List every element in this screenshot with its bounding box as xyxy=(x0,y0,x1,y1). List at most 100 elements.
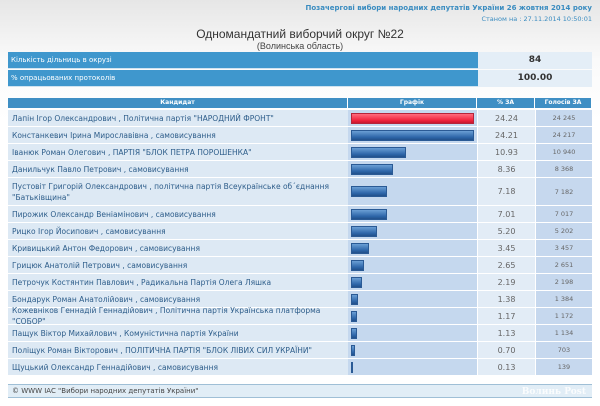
chart-cell xyxy=(348,257,477,273)
vote-bar xyxy=(351,294,358,305)
chart-cell xyxy=(348,359,477,375)
votes-cell: 1 384 xyxy=(535,291,592,307)
chart-cell xyxy=(348,178,477,205)
copyright-text: © WWW IAC "Вибори народних депутатів Укр… xyxy=(12,387,199,395)
table-row: Іванюк Роман Олегович , ПАРТІЯ "БЛОК ПЕТ… xyxy=(8,144,592,161)
table-header: Кандидат Графік % ЗА Голосів ЗА xyxy=(8,98,592,108)
vote-bar xyxy=(351,362,353,373)
status-timestamp: Станом на : 27.11.2014 10:50:01 xyxy=(481,15,592,23)
vote-bar xyxy=(351,130,474,141)
votes-cell: 24 217 xyxy=(535,127,592,143)
table-row: Данильчук Павло Петрович , самовисування… xyxy=(8,161,592,178)
header-percent: % ЗА xyxy=(477,98,535,108)
candidate-cell: Пустовіт Григорій Олександрович , політи… xyxy=(8,178,348,205)
percent-cell: 3.45 xyxy=(477,240,535,256)
percent-cell: 8.36 xyxy=(477,161,535,177)
table-row: Констанкевич Ірина Мирославівна , самови… xyxy=(8,127,592,144)
table-row: Кривицький Антон Федорович , самовисуван… xyxy=(8,240,592,257)
region-subtitle: (Волинська область) xyxy=(256,41,344,51)
summary-label: % опрацьованих протоколів xyxy=(8,70,478,87)
votes-cell: 703 xyxy=(535,342,592,358)
candidate-cell: Кожевніков Геннадій Геннадійович , Політ… xyxy=(8,306,348,326)
chart-cell xyxy=(348,342,477,358)
votes-cell: 7 017 xyxy=(535,206,592,222)
chart-cell xyxy=(348,325,477,341)
header-chart: Графік xyxy=(348,98,477,108)
vote-bar xyxy=(351,277,363,288)
vote-bar xyxy=(351,226,378,237)
percent-cell: 7.01 xyxy=(477,206,535,222)
page-title: Одномандатний виборчий округ №22 xyxy=(196,27,404,41)
vote-bar xyxy=(351,164,394,175)
candidate-cell: Петрочук Костянтин Павлович , Радикальна… xyxy=(8,274,348,290)
votes-cell: 7 182 xyxy=(535,178,592,205)
chart-cell xyxy=(348,223,477,239)
summary-row: % опрацьованих протоколів 100.00 xyxy=(8,70,592,87)
candidate-cell: Іванюк Роман Олегович , ПАРТІЯ "БЛОК ПЕТ… xyxy=(8,144,348,160)
vote-bar xyxy=(351,260,365,271)
percent-cell: 2.19 xyxy=(477,274,535,290)
percent-cell: 1.17 xyxy=(477,308,535,324)
percent-cell: 7.18 xyxy=(477,178,535,205)
chart-cell xyxy=(348,240,477,256)
election-title: Позачергові вибори народних депутатів Ук… xyxy=(305,4,593,12)
percent-cell: 5.20 xyxy=(477,223,535,239)
chart-cell xyxy=(348,144,477,160)
vote-bar xyxy=(351,345,355,356)
header-candidate: Кандидат xyxy=(8,98,348,108)
results-table: Кандидат Графік % ЗА Голосів ЗА Лапін Іг… xyxy=(8,98,592,376)
table-row: Кожевніков Геннадій Геннадійович , Політ… xyxy=(8,306,592,326)
table-row: Пирожик Олександр Веніамінович , самовис… xyxy=(8,206,592,223)
candidate-cell: Пащук Віктор Михайлович , Комуністична п… xyxy=(8,325,348,341)
chart-cell xyxy=(348,274,477,290)
site-logo: Волинь Post xyxy=(521,387,586,397)
percent-cell: 1.38 xyxy=(477,291,535,307)
votes-cell: 24 245 xyxy=(535,110,592,126)
votes-cell: 2 198 xyxy=(535,274,592,290)
candidate-cell: Грицюк Анатолій Петрович , самовисування xyxy=(8,257,348,273)
percent-cell: 0.70 xyxy=(477,342,535,358)
chart-cell xyxy=(348,291,477,307)
vote-bar xyxy=(351,328,357,339)
table-row: Бондарук Роман Анатолійович , самовисува… xyxy=(8,291,592,308)
votes-cell: 1 172 xyxy=(535,308,592,324)
candidate-cell: Щуцький Олександр Геннадійович , самовис… xyxy=(8,359,348,375)
vote-bar xyxy=(351,209,387,220)
summary-value: 100.00 xyxy=(478,70,592,87)
percent-cell: 10.93 xyxy=(477,144,535,160)
percent-cell: 24.24 xyxy=(477,110,535,126)
votes-cell: 139 xyxy=(535,359,592,375)
candidate-cell: Данильчук Павло Петрович , самовисування xyxy=(8,161,348,177)
candidate-cell: Поліщук Роман Вікторович , ПОЛІТИЧНА ПАР… xyxy=(8,342,348,358)
percent-cell: 0.13 xyxy=(477,359,535,375)
candidate-cell: Бондарук Роман Анатолійович , самовисува… xyxy=(8,291,348,307)
table-row: Пащук Віктор Михайлович , Комуністична п… xyxy=(8,325,592,342)
chart-cell xyxy=(348,161,477,177)
vote-bar xyxy=(351,113,474,124)
candidate-cell: Пирожик Олександр Веніамінович , самовис… xyxy=(8,206,348,222)
vote-bar xyxy=(351,147,407,158)
summary-row: Кількість дільниць в окрузі 84 xyxy=(8,52,592,69)
summary-table: Кількість дільниць в окрузі 84 % опрацьов… xyxy=(8,52,592,88)
candidate-cell: Кривицький Антон Федорович , самовисуван… xyxy=(8,240,348,256)
table-row: Грицюк Анатолій Петрович , самовисування… xyxy=(8,257,592,274)
table-row: Петрочук Костянтин Павлович , Радикальна… xyxy=(8,274,592,291)
votes-cell: 5 202 xyxy=(535,223,592,239)
chart-cell xyxy=(348,206,477,222)
table-row: Рицко Ігор Йосипович , самовисування 5.2… xyxy=(8,223,592,240)
table-row: Щуцький Олександр Геннадійович , самовис… xyxy=(8,359,592,376)
chart-cell xyxy=(348,127,477,143)
votes-cell: 2 651 xyxy=(535,257,592,273)
percent-cell: 2.65 xyxy=(477,257,535,273)
footer: © WWW IAC "Вибори народних депутатів Укр… xyxy=(8,384,592,398)
votes-cell: 8 368 xyxy=(535,161,592,177)
vote-bar xyxy=(351,243,369,254)
table-row: Пустовіт Григорій Олександрович , політи… xyxy=(8,178,592,206)
percent-cell: 24.21 xyxy=(477,127,535,143)
candidate-cell: Констанкевич Ірина Мирославівна , самови… xyxy=(8,127,348,143)
vote-bar xyxy=(351,186,388,197)
candidate-cell: Лапін Ігор Олександрович , Політична пар… xyxy=(8,110,348,126)
votes-cell: 1 134 xyxy=(535,325,592,341)
votes-cell: 3 457 xyxy=(535,240,592,256)
summary-value: 84 xyxy=(478,52,592,69)
